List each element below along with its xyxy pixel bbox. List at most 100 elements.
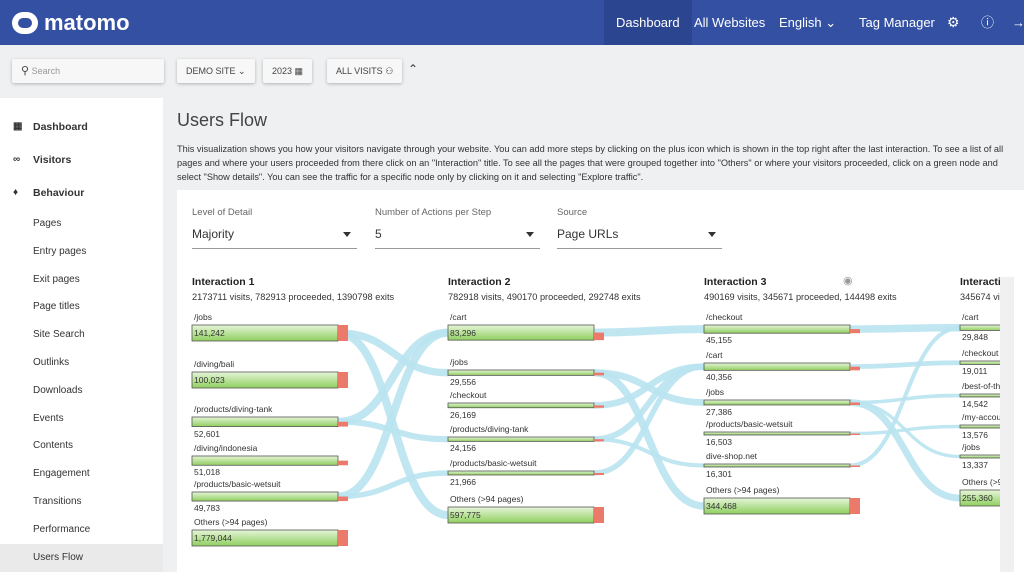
flow-link[interactable] — [593, 437, 705, 468]
flow-node[interactable] — [703, 362, 851, 371]
node-value: 13,576 — [962, 430, 988, 440]
flow-node[interactable] — [703, 431, 851, 436]
flow-link[interactable] — [849, 325, 961, 468]
flow-link[interactable] — [849, 424, 961, 436]
exit-bar[interactable] — [338, 460, 348, 466]
sidebar-item-site-search[interactable]: Site Search — [33, 329, 85, 341]
sidebar-item-performance[interactable]: Performance — [33, 523, 91, 535]
remove-step-icon[interactable]: ◉ — [843, 275, 853, 287]
sidebar-item-page-titles[interactable]: Page titles — [33, 301, 80, 313]
nav-all-websites[interactable]: All Websites — [694, 15, 766, 30]
flow-node[interactable] — [959, 424, 1000, 429]
flow-node[interactable] — [447, 402, 595, 409]
flow-link[interactable] — [849, 360, 961, 370]
flow-node[interactable] — [959, 360, 1000, 365]
flow-node[interactable] — [191, 455, 339, 466]
flow-link[interactable] — [337, 418, 449, 443]
flow-node[interactable] — [959, 454, 1000, 459]
node-label: /jobs — [194, 312, 212, 322]
scrollbar[interactable] — [1000, 277, 1014, 572]
exit-bar[interactable] — [850, 402, 860, 405]
exit-bar[interactable] — [594, 507, 604, 523]
flow-node[interactable] — [191, 491, 339, 502]
exit-bar[interactable] — [850, 433, 860, 436]
exit-bar[interactable] — [594, 372, 604, 376]
nav-language[interactable]: English ⌄ — [779, 0, 836, 45]
matomo-logo[interactable]: matomo — [12, 10, 130, 36]
collapse-icon[interactable]: ⌃ — [408, 62, 419, 76]
segment-selector[interactable]: ALL VISITS ⚇ — [327, 59, 403, 83]
nav-tag-manager[interactable]: Tag Manager — [859, 15, 935, 30]
exit-bar[interactable] — [594, 472, 604, 475]
node-label: /best-of-the — [962, 381, 1005, 391]
info-icon[interactable]: ⓘ — [981, 15, 995, 30]
flow-node[interactable] — [959, 324, 1000, 331]
flow-node[interactable] — [703, 399, 851, 406]
sidebar-item-contents[interactable]: Contents — [33, 440, 74, 452]
exit-bar[interactable] — [850, 465, 860, 468]
sidebar-section-dashboard[interactable]: ▦ Dashboard — [0, 113, 163, 141]
sidebar-item-pages[interactable]: Pages — [33, 218, 62, 229]
exit-bar[interactable] — [338, 421, 348, 427]
actions-per-step-select[interactable]: Number of Actions per Step 5 — [375, 207, 540, 249]
search-input[interactable]: ⚲ Search — [12, 59, 164, 83]
sidebar-item-users-flow[interactable]: Users Flow — [0, 543, 163, 572]
calendar-icon: ▦ — [294, 66, 304, 76]
flow-link[interactable] — [337, 470, 449, 500]
exit-bar[interactable] — [594, 439, 604, 442]
flow-link[interactable] — [849, 399, 961, 502]
sidebar-section-behaviour[interactable]: ♦ Behaviour — [0, 179, 163, 207]
interaction-title[interactable]: Interaction 1 — [192, 276, 255, 288]
sidebar-item-exit-pages[interactable]: Exit pages — [33, 273, 80, 285]
sidebar-item-events[interactable]: Events — [33, 412, 64, 424]
nav-dashboard[interactable]: Dashboard — [604, 0, 692, 45]
flow-link[interactable] — [337, 328, 449, 501]
flow-node[interactable] — [447, 369, 595, 376]
level-of-detail-select[interactable]: Level of Detail Majority — [192, 207, 357, 249]
logout-icon[interactable]: → — [1012, 15, 1024, 30]
interaction-title[interactable]: Interaction 2 — [448, 276, 511, 288]
period-selector[interactable]: 2023 ▦ — [263, 59, 313, 83]
exit-bar[interactable] — [338, 372, 348, 388]
gear-icon[interactable]: ⚙ — [947, 14, 960, 30]
flow-link[interactable] — [849, 323, 961, 333]
sidebar-section-visitors[interactable]: ∞ Visitors — [0, 146, 163, 174]
exit-bar[interactable] — [338, 530, 348, 546]
sidebar-item-outlinks[interactable]: Outlinks — [33, 357, 70, 368]
page-title: Users Flow — [177, 110, 268, 130]
flow-node[interactable] — [191, 416, 339, 427]
flow-link[interactable] — [593, 368, 705, 510]
node-label: /diving/indonesia — [194, 443, 258, 453]
flow-node[interactable] — [959, 393, 1000, 398]
flow-node[interactable] — [959, 489, 1000, 507]
sidebar-item-transitions[interactable]: Transitions — [33, 496, 82, 507]
exit-bar[interactable] — [594, 332, 604, 341]
exit-bar[interactable] — [850, 329, 860, 334]
flow-node[interactable] — [703, 463, 851, 468]
exit-bar[interactable] — [850, 498, 860, 514]
search-placeholder: Search — [31, 66, 61, 76]
interaction-summary: 2173711 visits, 782913 proceeded, 139079… — [192, 292, 395, 302]
exit-bar[interactable] — [594, 405, 604, 408]
flow-link[interactable] — [593, 363, 705, 476]
flow-node[interactable] — [447, 470, 595, 476]
source-select[interactable]: Source Page URLs — [557, 207, 722, 249]
sidebar-item-entry-pages[interactable]: Entry pages — [33, 245, 87, 257]
flow-link[interactable] — [337, 329, 449, 377]
sidebar-item-downloads[interactable]: Downloads — [33, 384, 83, 396]
sidebar-item-engagement[interactable]: Engagement — [33, 468, 90, 480]
flow-node[interactable] — [703, 324, 851, 334]
flow-link[interactable] — [593, 325, 705, 337]
matomo-logo-icon — [12, 12, 38, 34]
select-value: Page URLs — [557, 227, 722, 249]
exit-bar[interactable] — [338, 325, 348, 341]
exit-bar[interactable] — [338, 496, 348, 502]
interaction-title[interactable]: Interaction 3 — [704, 276, 767, 288]
node-label: /jobs — [706, 387, 724, 397]
flow-node[interactable] — [447, 436, 595, 442]
interaction-summary: 345674 visits — [960, 292, 1014, 302]
exit-bar[interactable] — [850, 366, 860, 371]
node-value: 40,356 — [706, 372, 732, 383]
node-value: 29,556 — [450, 377, 476, 388]
site-selector[interactable]: DEMO SITE ⌄ — [177, 59, 255, 83]
